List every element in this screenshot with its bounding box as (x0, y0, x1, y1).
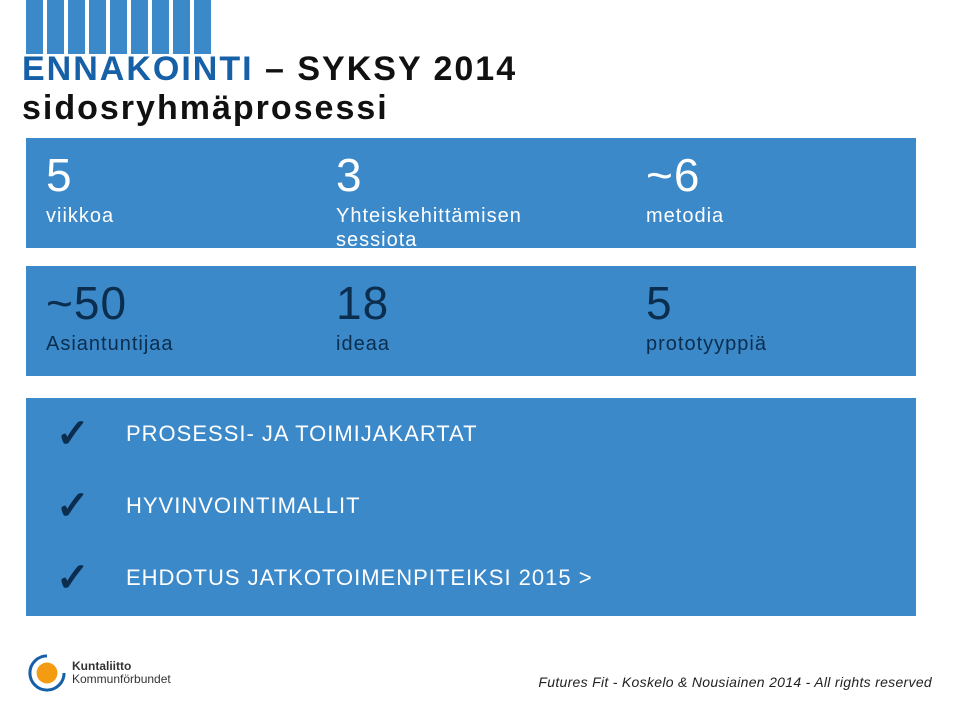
stripe (26, 0, 43, 54)
stat-number: 18 (336, 280, 606, 326)
footer-credit: Futures Fit - Koskelo & Nousiainen 2014 … (538, 674, 932, 690)
check-icon: ✓ (56, 411, 96, 457)
stripe (89, 0, 106, 54)
stripe (68, 0, 85, 54)
stat-number: ~6 (646, 152, 896, 198)
stripe (173, 0, 190, 54)
stat-cell: 3 Yhteiskehittämisen sessiota (316, 138, 626, 248)
output-line: ✓ EHDOTUS JATKOTOIMENPITEIKSI 2015 > (26, 542, 916, 614)
slide-root: ENNAKOINTI – SYKSY 2014 sidosryhmäproses… (0, 0, 960, 716)
check-icon: ✓ (56, 555, 96, 601)
top-stripes (26, 0, 211, 54)
stripe (110, 0, 127, 54)
stat-cell: 5 prototyyppiä (626, 266, 916, 376)
stripe (47, 0, 64, 54)
stat-label: metodia (646, 204, 896, 228)
stat-label: Asiantuntijaa (46, 332, 296, 356)
title-bar: ENNAKOINTI – SYKSY 2014 sidosryhmäproses… (0, 54, 820, 124)
logo-icon (28, 654, 66, 692)
kuntaliitto-logo: Kuntaliitto Kommunförbundet (28, 654, 171, 692)
check-icon: ✓ (56, 483, 96, 529)
stat-label: prototyyppiä (646, 332, 896, 356)
stat-label: Yhteiskehittämisen sessiota (336, 204, 606, 252)
page-title: ENNAKOINTI – SYKSY 2014 sidosryhmäproses… (22, 50, 820, 128)
output-text: PROSESSI- JA TOIMIJAKARTAT (126, 421, 478, 447)
output-text: HYVINVOINTIMALLIT (126, 493, 361, 519)
output-line: ✓ HYVINVOINTIMALLIT (26, 470, 916, 542)
logo-text: Kuntaliitto Kommunförbundet (72, 660, 171, 686)
stat-cell: 18 ideaa (316, 266, 626, 376)
stat-label: viikkoa (46, 204, 296, 228)
output-text: EHDOTUS JATKOTOIMENPITEIKSI 2015 > (126, 565, 593, 591)
stat-cell: ~6 metodia (626, 138, 916, 248)
output-line: ✓ PROSESSI- JA TOIMIJAKARTAT (26, 398, 916, 470)
outputs-block: ✓ PROSESSI- JA TOIMIJAKARTAT ✓ HYVINVOIN… (26, 398, 916, 616)
title-part1: ENNAKOINTI (22, 50, 254, 88)
stat-cell: 5 viikkoa (26, 138, 316, 248)
stat-cell: ~50 Asiantuntijaa (26, 266, 316, 376)
stat-number: 5 (646, 280, 896, 326)
stat-number: 3 (336, 152, 606, 198)
logo-line2: Kommunförbundet (72, 673, 171, 686)
stat-label: ideaa (336, 332, 606, 356)
stripe (152, 0, 169, 54)
stripe (131, 0, 148, 54)
stat-number: 5 (46, 152, 296, 198)
stats-row-1: 5 viikkoa 3 Yhteiskehittämisen sessiota … (26, 138, 916, 248)
stripe (194, 0, 211, 54)
stats-row-2: ~50 Asiantuntijaa 18 ideaa 5 prototyyppi… (26, 266, 916, 376)
stat-number: ~50 (46, 280, 296, 326)
